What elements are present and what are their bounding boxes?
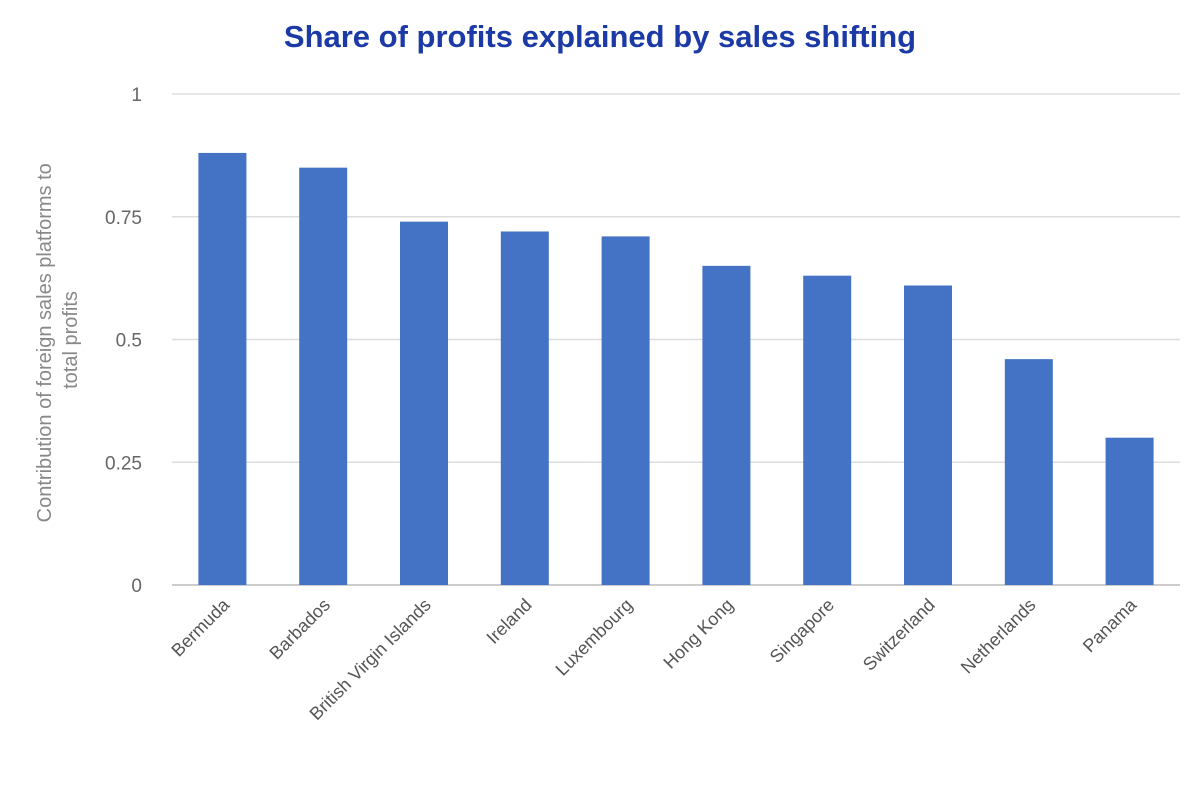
x-tick-label: Ireland [483, 595, 536, 648]
x-tick-label: Bermuda [167, 594, 233, 660]
bar-hong-kong [702, 265, 751, 585]
chart-title: Share of profits explained by sales shif… [284, 19, 916, 54]
bar-barbados [299, 167, 348, 585]
x-tick-label: Switzerland [859, 595, 939, 675]
bars [198, 152, 1154, 586]
y-tick-label: 0 [131, 576, 142, 597]
y-tick-label: 0.5 [116, 331, 142, 352]
x-tick-label: Luxembourg [552, 595, 637, 680]
y-tick-label: 1 [131, 85, 142, 106]
y-axis-ticks: 0 0.25 0.5 0.75 1 [105, 85, 142, 597]
x-tick-label: Singapore [766, 595, 838, 667]
bar-ireland [500, 231, 549, 586]
bar-panama [1105, 437, 1154, 585]
bar-bermuda [198, 152, 247, 586]
y-tick-label: 0.25 [105, 453, 142, 474]
y-axis-label: Contribution of foreign sales platforms … [34, 158, 82, 523]
bar-british-virgin-islands [400, 221, 448, 585]
bar-netherlands [1004, 359, 1053, 585]
x-tick-label: Panama [1079, 594, 1141, 656]
y-axis-label-line-2: total profits [60, 291, 82, 389]
x-tick-label: Hong Kong [659, 595, 737, 673]
x-tick-label: Barbados [265, 595, 334, 664]
x-tick-label: Netherlands [957, 595, 1040, 678]
bar-switzerland [904, 285, 952, 585]
y-tick-label: 0.75 [105, 208, 142, 229]
bar-singapore [803, 275, 852, 585]
bar-luxembourg [601, 236, 650, 585]
y-axis-label-line-1: Contribution of foreign sales platforms … [34, 163, 56, 522]
